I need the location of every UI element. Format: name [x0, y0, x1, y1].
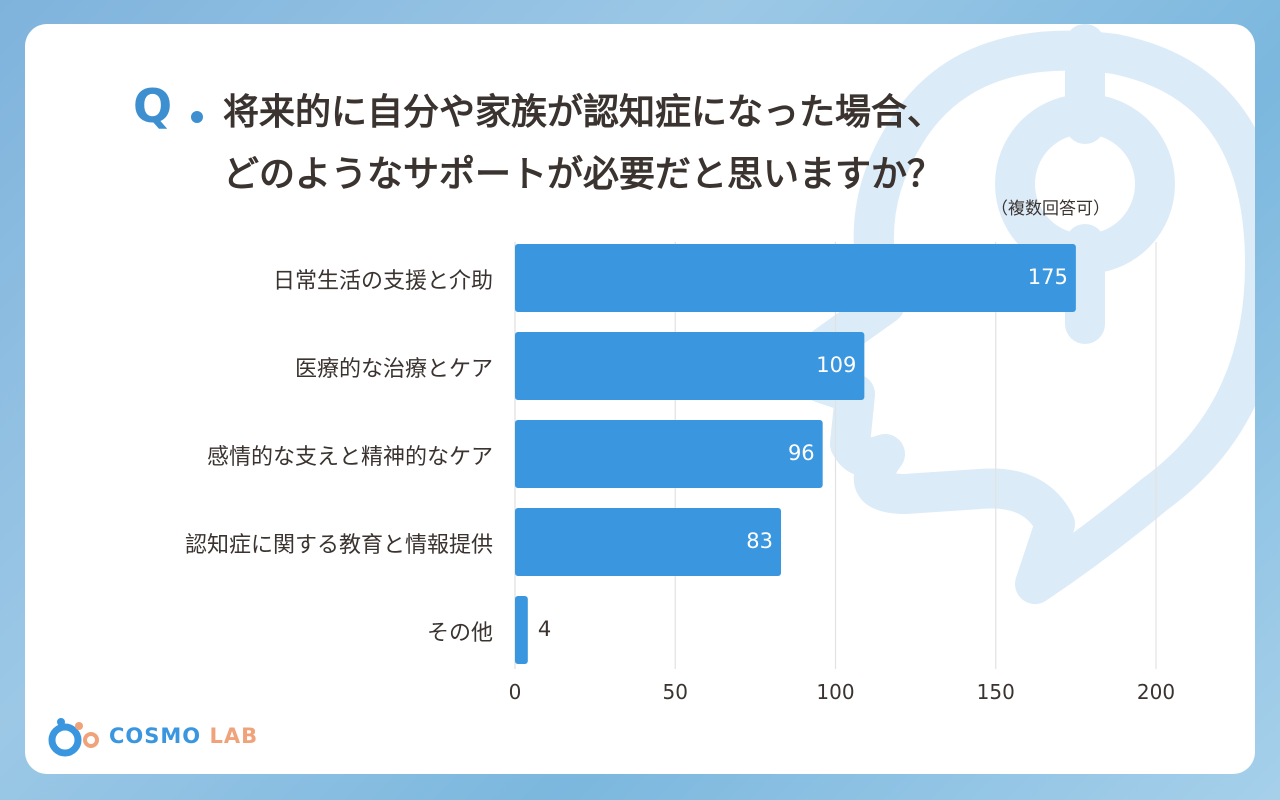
- category-label: 認知症に関する教育と情報提供: [184, 533, 493, 558]
- category-label: 医療的な治療とケア: [294, 357, 493, 382]
- value-label: 109: [816, 353, 857, 377]
- logo-text-lab: LAB: [209, 724, 259, 748]
- title-line-2: どのようなサポートが必要だと思いますか？: [223, 154, 944, 195]
- title-line-1: 将来的に自分や家族が認知症になった場合、: [223, 92, 944, 133]
- chart-card: Q 将来的に自分や家族が認知症になった場合、 どのようなサポートが必要だと思いま…: [25, 24, 1255, 774]
- bar-5: [515, 596, 528, 664]
- bar-4: [515, 508, 782, 576]
- bar-1: [515, 244, 1076, 312]
- category-label: その他: [426, 621, 493, 646]
- q-dot: [191, 111, 203, 123]
- value-label: 4: [537, 617, 552, 641]
- multiple-answers-note: （複数回答可）: [991, 199, 1110, 219]
- logo-text-cosmo: COSMO: [109, 724, 202, 748]
- category-label: 日常生活の支援と介助: [272, 269, 493, 294]
- x-tick-label: 150: [976, 680, 1015, 704]
- bar-2: [515, 332, 865, 400]
- page-title: 将来的に自分や家族が認知症になった場合、 どのようなサポートが必要だと思いますか…: [223, 82, 1203, 206]
- question-mark-q: Q: [133, 79, 172, 133]
- cosmo-lab-logo-icon: [48, 718, 99, 757]
- logo-text: COSMO LAB: [109, 724, 258, 748]
- value-label: 83: [746, 529, 773, 553]
- head-silhouette-icon: [787, 24, 1255, 604]
- bar-3: [515, 420, 823, 488]
- category-label: 感情的な支えと精神的なケア: [206, 445, 493, 470]
- value-label: 96: [787, 441, 815, 465]
- bar-chart: [514, 242, 1157, 669]
- x-tick-label: 0: [508, 680, 522, 704]
- x-tick-label: 100: [816, 680, 855, 704]
- x-tick-label: 50: [662, 680, 688, 704]
- x-tick-label: 200: [1136, 680, 1176, 704]
- value-label: 175: [1027, 265, 1068, 289]
